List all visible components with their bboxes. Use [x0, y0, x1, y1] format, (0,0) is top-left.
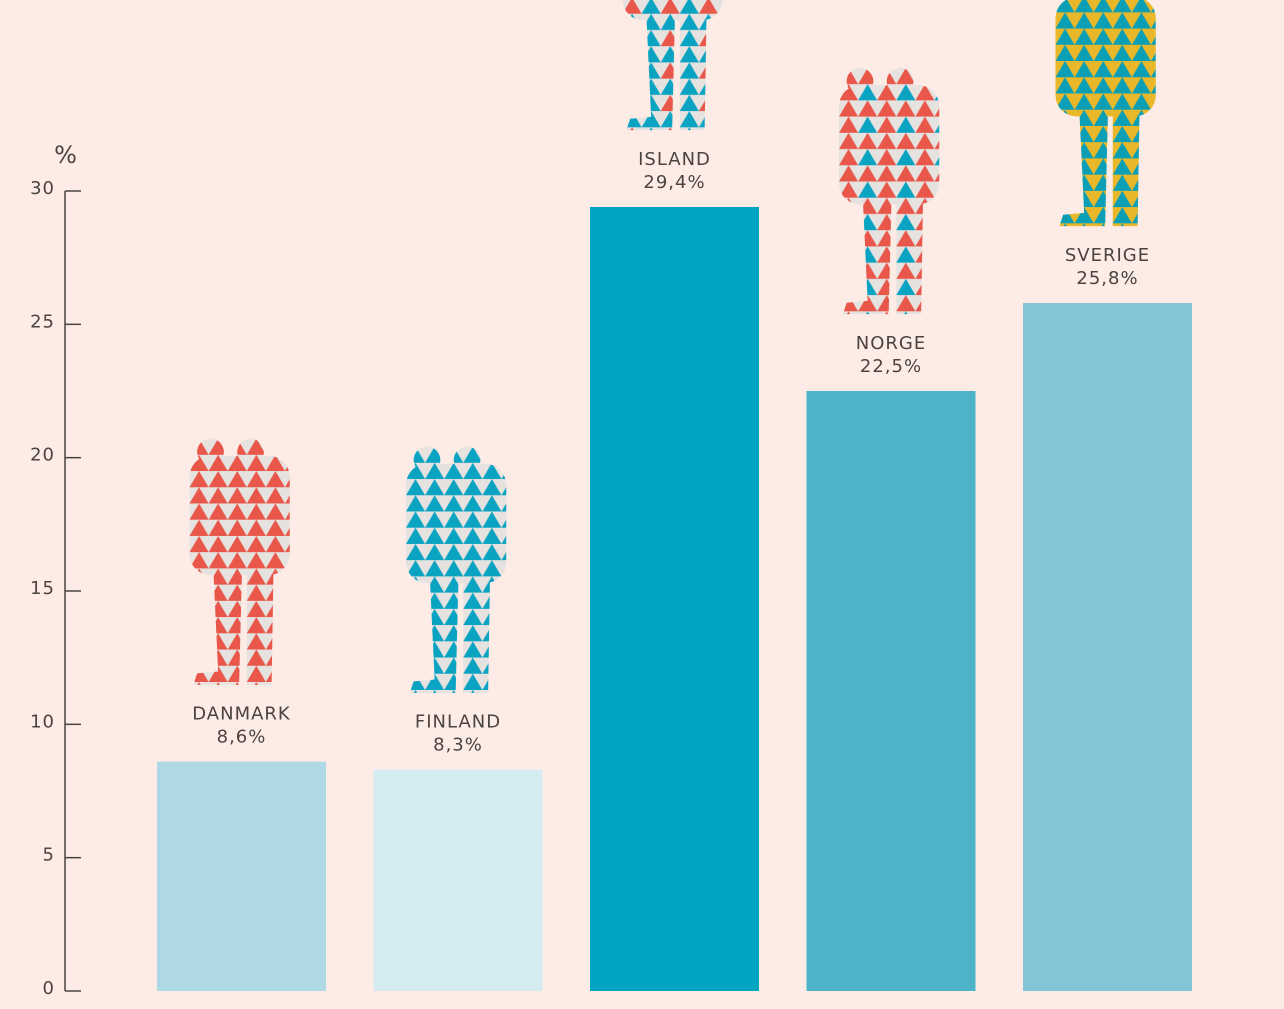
value-label: 8,6%	[217, 727, 267, 748]
hiker	[1056, 0, 1156, 226]
page: {"chart_data": {"type": "bar", "y_label"…	[0, 0, 1284, 1009]
category-label: FINLAND	[415, 712, 501, 733]
bar	[1023, 303, 1192, 991]
bar	[590, 207, 759, 991]
y-tick-label: 25	[30, 311, 55, 332]
category-label: ISLAND	[638, 149, 711, 170]
value-label: 22,5%	[860, 356, 922, 377]
hiker	[406, 447, 506, 693]
hiker	[839, 68, 939, 314]
bar	[157, 762, 326, 991]
bar	[374, 770, 543, 991]
y-tick-label: 30	[30, 178, 55, 199]
bar	[807, 391, 976, 991]
y-tick-label: 0	[43, 978, 55, 999]
value-label: 25,8%	[1076, 268, 1138, 289]
y-tick-label: 15	[30, 578, 55, 599]
y-tick-label: 10	[30, 711, 55, 732]
y-axis-label: %	[54, 141, 78, 169]
y-tick-label: 5	[43, 845, 55, 866]
hiker	[190, 439, 290, 685]
hiker	[623, 0, 723, 130]
value-label: 8,3%	[433, 735, 483, 756]
value-label: 29,4%	[643, 172, 705, 193]
category-label: DANMARK	[192, 704, 291, 725]
y-tick-label: 20	[30, 445, 55, 466]
category-label: NORGE	[856, 333, 926, 354]
category-label: SVERIGE	[1065, 245, 1150, 266]
chart: % 0 5 10 15 20 25 30 8,6%DANMARK 8,3%FINLAND 29,4…	[0, 0, 1284, 1009]
